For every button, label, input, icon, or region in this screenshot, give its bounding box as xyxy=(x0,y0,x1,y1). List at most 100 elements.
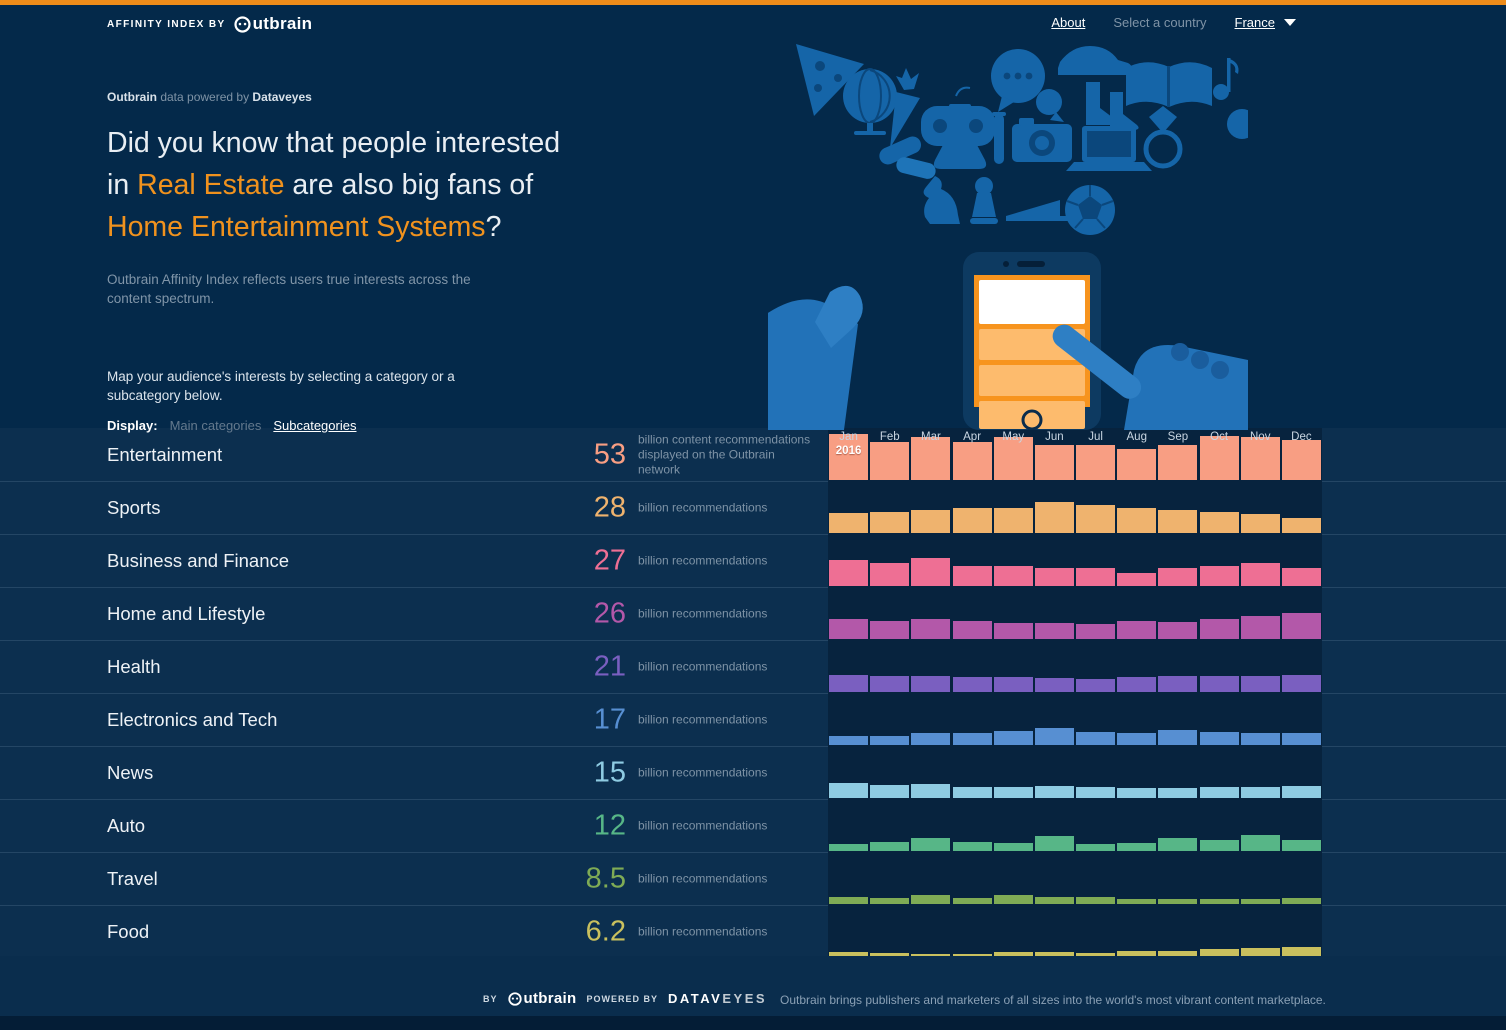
bar-jul xyxy=(1076,568,1116,586)
hero-subtitle: Outbrain Affinity Index reflects users t… xyxy=(107,272,471,306)
month-label-nov: Nov xyxy=(1250,431,1271,443)
category-row-travel[interactable]: Travel 8.5 billion recommendations xyxy=(0,852,828,905)
category-value: 26 xyxy=(593,597,626,629)
row-divider xyxy=(0,852,1506,853)
top-accent-bar xyxy=(0,0,1506,5)
dataveyes-text-dim: EYES xyxy=(722,991,768,1006)
hero-instruction: Map your audience's interests by selecti… xyxy=(107,369,455,403)
year-label: 2016 xyxy=(835,445,862,457)
bar-nov xyxy=(1240,787,1280,798)
bar-apr xyxy=(952,733,992,745)
option-subcategories[interactable]: Subcategories xyxy=(273,418,357,433)
month-label-jan: Jan xyxy=(839,431,858,443)
bar-jan xyxy=(829,675,869,692)
category-value: 28 xyxy=(593,491,626,523)
bar-apr xyxy=(952,954,992,957)
bar-sep xyxy=(1158,445,1198,480)
category-row-health[interactable]: Health 21 billion recommendations xyxy=(0,640,828,693)
bar-aug xyxy=(1117,508,1157,533)
chess-knight-icon xyxy=(923,176,960,224)
bar-aug xyxy=(1117,843,1157,851)
bar-feb xyxy=(870,785,910,798)
category-unit: billion recommendations xyxy=(638,818,768,832)
laptop-icon xyxy=(1066,126,1152,171)
bar-dec xyxy=(1281,675,1321,692)
category-row-food[interactable]: Food 6.2 billion recommendations xyxy=(0,905,828,958)
brand: AFFINITY INDEX BY utbrain xyxy=(107,14,312,34)
bar-sep xyxy=(1158,899,1198,904)
category-label: News xyxy=(107,761,154,783)
chart-row-travel xyxy=(828,852,1322,905)
bar-jun xyxy=(1034,728,1074,745)
category-row-news[interactable]: News 15 billion recommendations xyxy=(0,746,828,799)
bar-may xyxy=(993,731,1033,745)
display-label: Display: xyxy=(107,418,158,433)
bar-feb xyxy=(870,842,910,851)
bar-feb xyxy=(870,442,910,480)
outbrain-logo: utbrain xyxy=(234,14,313,34)
headline-accent: Home Entertainment Systems xyxy=(107,211,486,243)
country-value[interactable]: France xyxy=(1234,15,1275,30)
headline-text: are also big fans of xyxy=(284,169,534,201)
bar-jun xyxy=(1034,623,1074,639)
car-icon xyxy=(1058,46,1132,75)
chevron-down-icon xyxy=(1284,19,1296,26)
bar-feb xyxy=(870,512,910,533)
bar-mar xyxy=(911,838,951,851)
bar-mar xyxy=(911,558,951,586)
bar-dec xyxy=(1281,518,1321,533)
monthly-chart-panel: Jan Feb Mar Apr May Jun Jul Aug Sep Oct Nov Dec 2016 xyxy=(828,428,1322,958)
bar-sep xyxy=(1158,788,1198,798)
open-book-icon xyxy=(1126,62,1212,107)
bar-dec xyxy=(1281,947,1321,957)
category-row-sports[interactable]: Sports 28 billion recommendations xyxy=(0,481,828,534)
category-row-electronics-and-tech[interactable]: Electronics and Tech 17 billion recommenda… xyxy=(0,693,828,746)
category-row-home-and-lifestyle[interactable]: Home and Lifestyle 26 billion recommendati… xyxy=(0,587,828,640)
category-unit: billion recommendations xyxy=(638,500,768,514)
bar-may xyxy=(993,787,1033,798)
bar-mar xyxy=(911,895,951,904)
category-row-auto[interactable]: Auto 12 billion recommendations xyxy=(0,799,828,852)
bar-feb xyxy=(870,676,910,692)
select-country-label: Select a country xyxy=(1113,15,1207,30)
bar-mar xyxy=(911,437,951,480)
bar-apr xyxy=(952,566,992,586)
test-tube-icon xyxy=(992,112,1006,164)
bar-dec xyxy=(1281,898,1321,904)
month-label-may: May xyxy=(1002,431,1025,443)
month-label-dec: Dec xyxy=(1291,431,1312,443)
category-row-business-and-finance[interactable]: Business and Finance 27 billion recommenda… xyxy=(0,534,828,587)
footer-bottom-strip xyxy=(0,1016,1506,1030)
bar-jun xyxy=(1034,952,1074,957)
about-link[interactable]: About xyxy=(1051,15,1086,30)
bar-may xyxy=(993,843,1033,851)
header: AFFINITY INDEX BY utbrain About Select a… xyxy=(0,5,1506,47)
bar-feb xyxy=(870,898,910,904)
music-note-icon xyxy=(1213,58,1239,100)
category-label: Travel xyxy=(107,867,158,889)
country-select[interactable]: France xyxy=(1235,15,1296,30)
category-row-entertainment[interactable]: Entertainment 53 billion content recommend… xyxy=(0,428,828,481)
bar-oct xyxy=(1199,566,1239,586)
left-hand xyxy=(768,285,863,430)
row-divider xyxy=(0,481,1506,482)
bar-aug xyxy=(1117,951,1157,957)
month-label-aug: Aug xyxy=(1126,431,1147,443)
month-label-mar: Mar xyxy=(921,431,941,443)
bar-sep xyxy=(1158,838,1198,851)
bar-aug xyxy=(1117,899,1157,904)
bar-feb xyxy=(870,563,910,586)
bar-oct xyxy=(1199,949,1239,957)
month-label-feb: Feb xyxy=(879,431,900,443)
option-main-categories[interactable]: Main categories xyxy=(169,418,262,433)
category-label: Home and Lifestyle xyxy=(107,602,266,624)
bar-oct xyxy=(1199,676,1239,692)
bar-oct xyxy=(1199,840,1239,851)
bar-jun xyxy=(1034,445,1074,480)
bar-nov xyxy=(1240,514,1280,533)
category-value: 53 xyxy=(593,438,626,470)
bar-oct xyxy=(1199,732,1239,745)
dataveyes-logo: DATAVEYES xyxy=(668,991,767,1006)
bar-nov xyxy=(1240,563,1280,586)
